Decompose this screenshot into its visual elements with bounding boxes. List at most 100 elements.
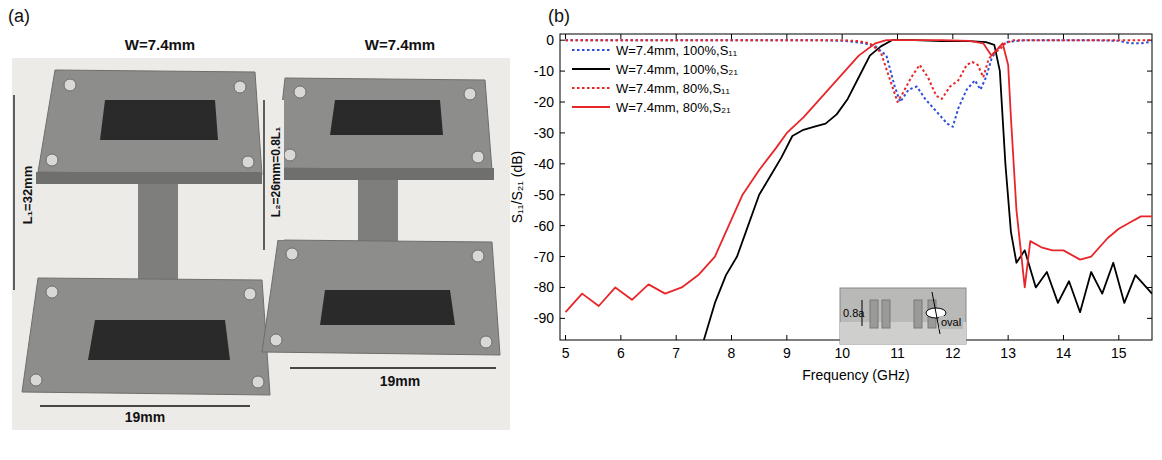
y-tick [1147,71,1152,72]
series-line [566,40,1152,127]
y-tick [560,163,565,164]
inset-annotation: 0.8a [843,307,865,319]
y-tick [1147,163,1152,164]
y-tick [1147,225,1152,226]
flange-edge [270,168,494,180]
y-tick-label: -20 [534,94,554,110]
waveguide-opening [100,100,218,140]
x-tick [1008,335,1009,340]
y-tick-label: -80 [534,279,554,295]
y-tick [560,102,565,103]
waveguide-opening [330,100,443,135]
x-tick [842,34,843,39]
figure: W=7.4mmW=7.4mmL₁=32mmL₂=26mm=0.8L₁19mm19… [0,0,1162,460]
screw-hole [252,376,264,388]
waveguide-opening [88,320,230,360]
x-tick-label: 10 [834,345,850,361]
screw-hole [284,149,296,161]
y-axis-title: S₁₁/S₂₁ (dB) [509,151,525,224]
y-tick [1147,102,1152,103]
x-tick [676,335,677,340]
legend: W=7.4mm, 100%,S₁₁W=7.4mm, 100%,S₂₁W=7.4m… [572,43,738,115]
x-tick [897,34,898,39]
inset-post [870,300,878,328]
screw-hole [464,88,476,100]
screw-hole [30,374,42,386]
y-tick [560,40,565,41]
y-tick-label: 0 [546,32,554,48]
x-tick-label: 14 [1056,345,1072,361]
flange-edge [32,172,262,184]
x-tick [731,335,732,340]
x-tick [1118,34,1119,39]
screw-hole [234,81,246,93]
width-label: W=7.4mm [365,36,435,53]
screw-hole [286,248,298,260]
screw-hole [46,286,58,298]
screw-hole [64,79,76,91]
y-tick [560,287,565,288]
panel-label: (b) [548,6,570,26]
y-tick-label: -70 [534,249,554,265]
y-tick [560,225,565,226]
y-tick [1147,132,1152,133]
x-tick-label: 13 [1000,345,1016,361]
length-label: L₁=32mm [20,166,35,225]
legend-swatch [572,68,610,70]
series-line [566,40,1152,312]
photo-background [12,58,510,430]
legend-swatch [572,106,610,108]
x-tick [786,335,787,340]
x-tick [1063,34,1064,39]
screw-hole [242,156,254,168]
x-tick [1118,335,1119,340]
legend-label: W=7.4mm, 80%,S₁₁ [616,81,731,96]
x-tick-label: 12 [945,345,961,361]
series-line [566,40,1152,102]
screw-hole [472,151,484,163]
waveguide-opening [320,290,455,325]
inset-post [882,300,890,328]
flange-width-label: 19mm [380,373,420,389]
dimension-line [290,367,496,368]
x-tick [1008,34,1009,39]
y-tick [560,132,565,133]
x-tick [565,34,566,39]
x-axis-title: Frequency (GHz) [802,367,909,383]
flange-width-label: 19mm [125,409,165,425]
waveguide-piece [262,78,500,355]
x-tick [786,34,787,39]
y-tick [1147,256,1152,257]
dimension-line [263,100,264,250]
y-tick-label: -90 [534,310,554,326]
dimension-line [40,405,250,406]
x-tick-label: 9 [783,345,791,361]
inset-post [914,300,922,328]
legend-label: W=7.4mm, 100%,S₁₁ [616,43,738,58]
photo-panel: W=7.4mmW=7.4mmL₁=32mmL₂=26mm=0.8L₁19mm19… [12,36,510,430]
x-tick [952,34,953,39]
y-tick-label: -10 [534,63,554,79]
label-patch [939,316,963,329]
label-patch [266,100,284,240]
label-patch [18,150,36,240]
screw-hole [294,86,306,98]
inset-background [840,288,966,344]
screw-hole [480,336,492,348]
waveguide-piece [22,70,270,395]
x-tick [620,34,621,39]
x-tick-label: 15 [1111,345,1127,361]
y-tick-label: -60 [534,218,554,234]
screw-hole [472,250,484,262]
y-tick [1147,318,1152,319]
panel-label: (a) [8,6,30,26]
y-tick [560,71,565,72]
flange [275,78,492,170]
inset-arrow [932,292,940,334]
flange [262,240,500,355]
x-tick [620,335,621,340]
x-tick [731,34,732,39]
y-tick [560,194,565,195]
chart: 567891011121314150-10-20-30-40-50-60-70-… [509,32,1152,383]
x-tick [1063,335,1064,340]
